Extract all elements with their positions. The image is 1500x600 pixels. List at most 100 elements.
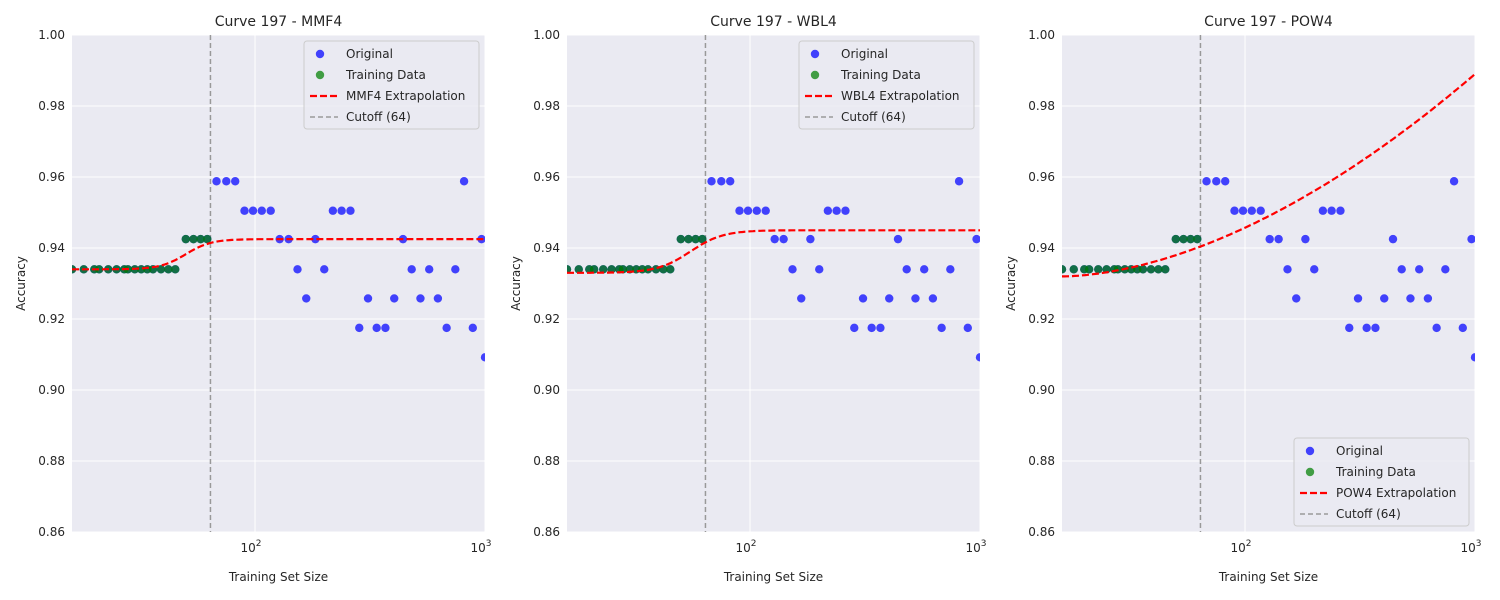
panel-2-y-axis-label: Accuracy bbox=[509, 256, 523, 311]
panel-2-original-point bbox=[972, 234, 980, 244]
panel-3-original-point bbox=[1230, 206, 1239, 215]
panel-2-training-point bbox=[691, 234, 700, 244]
panel-3-training-point bbox=[1069, 265, 1078, 274]
panel-2-legend: Original Training Data WBL4 Extrapolation C… bbox=[798, 40, 975, 130]
panel-3-original-point bbox=[1415, 265, 1424, 274]
panel-3-training-point bbox=[1062, 265, 1067, 274]
panel-2-original-point bbox=[920, 265, 929, 274]
panel-3-training-point bbox=[1138, 265, 1148, 274]
panel-2-chart-title: Curve 197 - WBL4 bbox=[710, 14, 837, 30]
chart-panel-3: 0.86 0.88 0.90 0.92 0.94 0.96 0.98 1.00 102 103 Cu… bbox=[1004, 14, 1482, 584]
panel-2-original-point bbox=[735, 206, 744, 215]
panel-1-original-point bbox=[266, 206, 275, 215]
panel-2-original-point bbox=[850, 323, 859, 333]
panel-1-legend-label-2: Training Data bbox=[345, 68, 426, 82]
panel-3-legend-marker-2 bbox=[1305, 467, 1315, 477]
panel-2-original-point bbox=[893, 234, 903, 244]
panel-3-original-point bbox=[1388, 234, 1398, 244]
panel-1-legend-marker-1 bbox=[315, 49, 325, 59]
panel-3-legend-label-1: Original bbox=[1336, 444, 1383, 458]
panel-3-original-point bbox=[1265, 234, 1274, 244]
panel-2-original-point bbox=[806, 234, 815, 244]
panel-1-y-tick-label: 0.86 bbox=[38, 525, 65, 539]
panel-2-training-point bbox=[589, 265, 599, 274]
panel-2-y-tick-label: 0.98 bbox=[533, 99, 560, 113]
panel-2-x-tick-label: 102 bbox=[736, 539, 757, 555]
panel-2-x-tick-label: 103 bbox=[965, 539, 986, 555]
panel-1-original-point bbox=[320, 265, 329, 274]
panel-2-legend-marker-1 bbox=[810, 49, 820, 59]
panel-2-original-point bbox=[823, 206, 833, 215]
panel-3-training-point bbox=[1171, 234, 1181, 244]
panel-1-original-point bbox=[381, 323, 390, 333]
panel-3-original-point bbox=[1212, 177, 1221, 186]
panel-3-original-point bbox=[1458, 323, 1467, 333]
panel-3-original-point bbox=[1406, 294, 1415, 303]
panel-1-x-tick-label: 103 bbox=[470, 539, 491, 555]
panel-3-original-point bbox=[1310, 265, 1319, 274]
panel-3-x-tick-label: 103 bbox=[1460, 539, 1481, 555]
panel-2-original-point bbox=[832, 206, 841, 215]
panel-1-legend-marker-2 bbox=[315, 70, 325, 80]
panel-1-original-point bbox=[311, 234, 320, 244]
panel-3-original-point bbox=[1441, 265, 1450, 274]
panel-3-training-point bbox=[1084, 265, 1094, 274]
panel-2-legend-label-1: Original bbox=[841, 47, 888, 61]
panel-2-training-point bbox=[574, 265, 583, 274]
panel-2-x-axis-label: Training Set Size bbox=[723, 570, 823, 584]
panel-1-chart-title: Curve 197 - MMF4 bbox=[215, 14, 343, 30]
panel-1-training-point bbox=[181, 234, 191, 244]
panel-3-original-point bbox=[1256, 206, 1265, 215]
panel-3-y-tick-label: 0.88 bbox=[1028, 454, 1055, 468]
panel-2-legend-label-4: Cutoff (64) bbox=[841, 110, 906, 124]
panel-2-y-tick-label: 0.88 bbox=[533, 454, 560, 468]
panel-1-original-point bbox=[451, 265, 460, 274]
panel-2-legend-label-3: WBL4 Extrapolation bbox=[841, 89, 960, 103]
panel-3-original-point bbox=[1470, 353, 1475, 362]
panel-2-original-point bbox=[963, 323, 972, 333]
panel-2-plot-content bbox=[567, 35, 980, 532]
panel-3-original-point bbox=[1301, 234, 1310, 244]
panel-3-original-point bbox=[1283, 265, 1292, 274]
panel-2-y-tick-label: 0.94 bbox=[533, 241, 560, 255]
panel-2-original-point bbox=[928, 294, 938, 303]
panel-2-y-tick-label: 0.96 bbox=[533, 170, 560, 184]
panel-1-y-tick-label: 0.90 bbox=[38, 383, 65, 397]
panel-3-original-point bbox=[1292, 294, 1301, 303]
panel-1-training-point bbox=[164, 265, 173, 274]
panel-1-original-point bbox=[293, 265, 302, 274]
panel-1-training-point bbox=[196, 234, 205, 244]
panel-3-original-point bbox=[1238, 206, 1248, 215]
panel-3-y-axis-label: Accuracy bbox=[1004, 256, 1018, 311]
panel-3-x-axis-label: Training Set Size bbox=[1218, 570, 1318, 584]
panel-1-y-tick-label: 1.00 bbox=[38, 28, 65, 42]
panel-1-legend-box bbox=[303, 40, 480, 130]
panel-3-legend-label-4: Cutoff (64) bbox=[1336, 507, 1401, 521]
panel-2-original-point bbox=[717, 177, 726, 186]
panel-1-training-point bbox=[156, 265, 166, 274]
panel-3-original-point bbox=[1467, 234, 1475, 244]
panel-3-x-tick-label: 102 bbox=[1231, 539, 1252, 555]
panel-3-y-tick-label: 0.96 bbox=[1028, 170, 1055, 184]
panel-1-training-point bbox=[171, 265, 180, 274]
panel-3-legend-label-3: POW4 Extrapolation bbox=[1336, 486, 1456, 500]
panel-1-y-tick-label: 0.92 bbox=[38, 312, 65, 326]
panel-3-original-point bbox=[1423, 294, 1433, 303]
panel-1-original-point bbox=[328, 206, 338, 215]
panel-3-training-point bbox=[1094, 265, 1103, 274]
panel-2-training-point bbox=[666, 265, 675, 274]
panel-3-original-point bbox=[1362, 323, 1371, 333]
panel-2-original-point bbox=[770, 234, 779, 244]
panel-2-original-point bbox=[937, 323, 946, 333]
panel-2-training-point bbox=[698, 234, 707, 244]
panel-3-original-point bbox=[1327, 206, 1336, 215]
panel-1-original-point bbox=[355, 323, 364, 333]
panel-1-original-point bbox=[433, 294, 443, 303]
panel-2-y-tick-label: 0.92 bbox=[533, 312, 560, 326]
panel-3-chart-title: Curve 197 - POW4 bbox=[1204, 14, 1333, 30]
panel-1-original-point bbox=[372, 323, 381, 333]
panel-1-legend: Original Training Data MMF4 Extrapolation C… bbox=[303, 40, 480, 130]
panel-3-original-point bbox=[1318, 206, 1328, 215]
chart-panel-1: 0.86 0.88 0.90 0.92 0.94 0.96 0.98 1.00 102 103 Cu… bbox=[14, 14, 492, 584]
